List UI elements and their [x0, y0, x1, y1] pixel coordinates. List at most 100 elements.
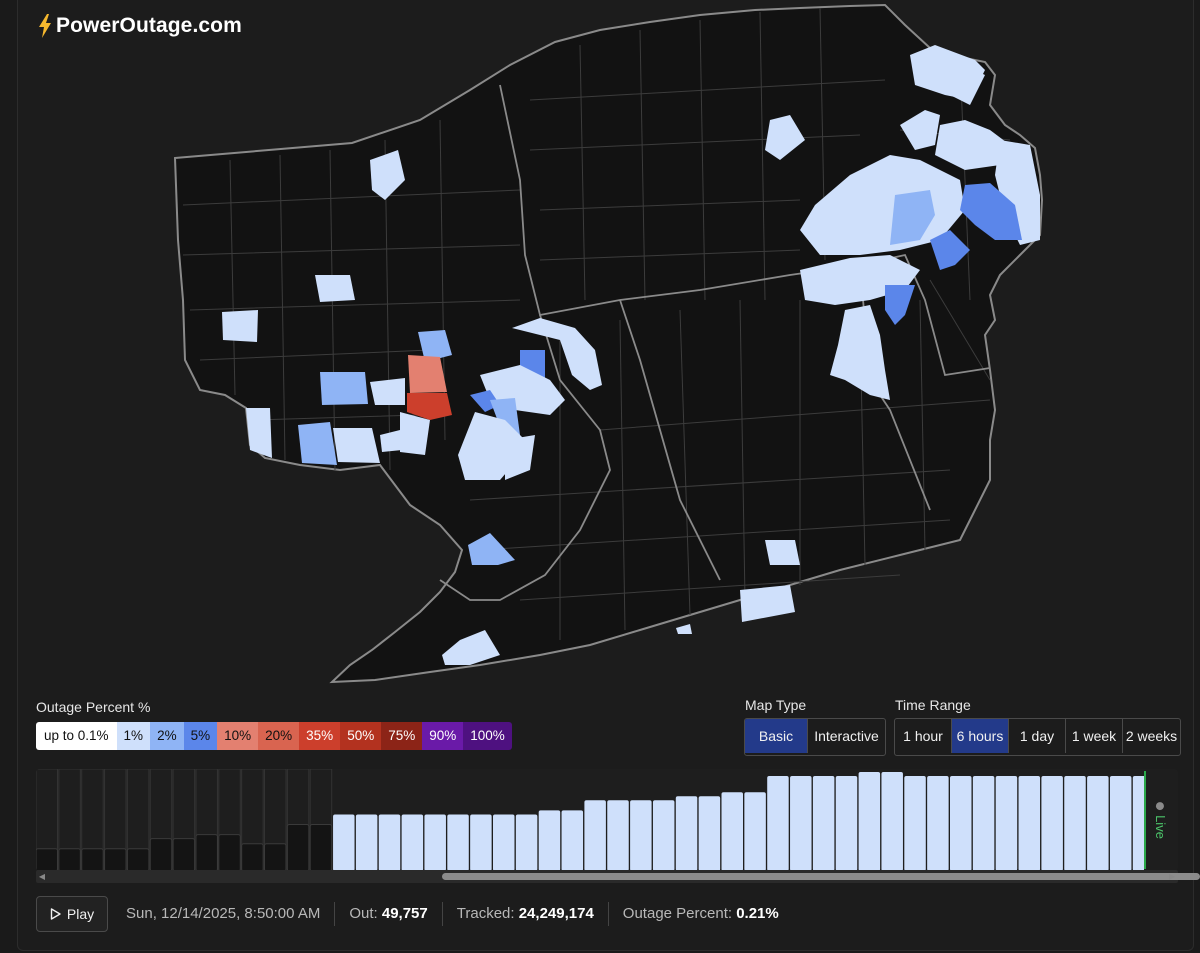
timeline-bar[interactable] [652, 800, 675, 871]
timeline-bar[interactable] [126, 848, 150, 871]
scroll-right-icon[interactable]: ▶ [1168, 872, 1176, 881]
status-out-value: 49,757 [381, 905, 428, 922]
timeline-bar[interactable] [264, 843, 287, 871]
time-range-option[interactable]: 1 day [1009, 719, 1066, 753]
timeline-bar[interactable] [172, 838, 196, 871]
timeline-bar[interactable] [378, 814, 401, 871]
status-out: Out: 49,757 [334, 902, 441, 926]
timeline-bar[interactable] [58, 848, 81, 871]
legend-swatch: 5% [183, 722, 218, 750]
timeline-bar[interactable] [812, 776, 835, 871]
timeline-bar[interactable] [286, 824, 310, 871]
brand-logo[interactable]: PowerOutage.com [38, 12, 242, 40]
play-icon [50, 908, 61, 920]
timeline-chart[interactable] [36, 769, 1178, 871]
timeline-bar[interactable] [241, 843, 264, 871]
county-outage [930, 230, 970, 270]
timeline-bar[interactable] [904, 776, 926, 871]
timeline-bar[interactable] [561, 810, 584, 871]
timeline-bar[interactable] [470, 814, 492, 871]
timeline-slot[interactable] [81, 769, 104, 871]
scrollbar-thumb[interactable] [442, 873, 1200, 880]
county-outage [400, 412, 430, 455]
live-indicator[interactable]: Live [1144, 771, 1174, 869]
timeline-slot[interactable] [36, 769, 58, 871]
county-outage [222, 310, 258, 342]
timeline-bar[interactable] [424, 814, 446, 871]
status-tracked: Tracked: 24,249,174 [441, 902, 608, 926]
timeline-bar[interactable] [721, 792, 744, 871]
scroll-left-icon[interactable]: ◀ [38, 872, 46, 881]
timeline-bar[interactable] [972, 776, 995, 871]
timeline-bar[interactable] [950, 776, 972, 871]
time-range-toggle[interactable]: 1 hour 6 hours 1 day 1 week 2 weeks [894, 718, 1181, 756]
timeline-bar[interactable] [630, 800, 652, 871]
timeline-bar[interactable] [790, 776, 812, 871]
timeline-bar[interactable] [675, 796, 698, 871]
timeline-bar[interactable] [333, 814, 355, 871]
time-range-option[interactable]: 2 weeks [1125, 728, 1178, 744]
legend-swatch: 10% [217, 722, 259, 750]
timeline-bar[interactable] [1109, 776, 1132, 871]
timeline-bar[interactable] [447, 814, 469, 871]
timeline-bar[interactable] [309, 824, 333, 871]
county-outage [370, 150, 405, 200]
live-label: Live [1152, 814, 1168, 839]
timeline-bar[interactable] [858, 772, 881, 871]
county-outage [505, 435, 535, 480]
timeline-bar[interactable] [698, 796, 721, 871]
timeline-bar[interactable] [767, 776, 789, 871]
timeline-bar[interactable] [149, 838, 173, 871]
timeline-bar[interactable] [218, 834, 241, 871]
timeline-bar[interactable] [36, 848, 58, 871]
county-outage [512, 318, 602, 390]
timeline-bar[interactable] [195, 834, 218, 871]
timeline-bar[interactable] [744, 792, 766, 871]
timeline-bar[interactable] [1018, 776, 1041, 871]
timeline-bar[interactable] [538, 810, 561, 871]
timeline-bar[interactable] [1064, 776, 1086, 871]
timeline-bar[interactable] [1041, 776, 1063, 871]
map-type-toggle[interactable]: Basic Interactive [744, 718, 886, 756]
map-type-title: Map Type [745, 697, 807, 713]
timeline-slot[interactable] [58, 769, 81, 871]
timeline-bar[interactable] [881, 772, 903, 871]
status-percent-value: 0.21% [736, 905, 779, 922]
timeline-bar[interactable] [995, 776, 1018, 871]
timeline-slot[interactable] [104, 769, 127, 871]
live-dot-icon [1156, 801, 1165, 810]
timeline-bar[interactable] [835, 776, 858, 871]
timeline-bar[interactable] [584, 800, 606, 871]
outage-map[interactable] [0, 0, 1200, 700]
timeline-bar[interactable] [401, 814, 424, 871]
county-outage [890, 190, 935, 245]
timeline-bar[interactable] [927, 776, 949, 871]
map-type-option[interactable]: Basic [745, 719, 808, 753]
county-outage [442, 630, 500, 665]
timeline-bar[interactable] [104, 848, 127, 871]
time-range-option[interactable]: 1 hour [895, 719, 952, 753]
lightning-bolt-icon [39, 14, 51, 38]
county-outage [830, 305, 890, 400]
timeline-bar[interactable] [1132, 776, 1144, 871]
map-type-option[interactable]: Interactive [814, 728, 879, 744]
legend-swatch: 75% [381, 722, 423, 750]
timeline-bar[interactable] [355, 814, 378, 871]
play-label: Play [66, 906, 95, 922]
time-range-option[interactable]: 1 week [1066, 719, 1123, 753]
timeline-slot[interactable] [126, 769, 150, 871]
county-outage [407, 393, 452, 420]
county-outage [468, 533, 515, 565]
time-range-option[interactable]: 6 hours [952, 719, 1009, 753]
timeline-scrollbar[interactable]: ◀ ▶ [36, 870, 1200, 883]
timeline-bar[interactable] [515, 814, 538, 871]
status-out-label: Out: [349, 905, 378, 922]
timeline-bar[interactable] [607, 800, 629, 871]
legend-swatch: 1% [116, 722, 151, 750]
timeline-bar[interactable] [493, 814, 515, 871]
timeline-bar[interactable] [1087, 776, 1109, 871]
county-outage [380, 430, 402, 452]
legend-swatch: 100% [463, 722, 512, 750]
play-button[interactable]: Play [36, 896, 108, 932]
timeline-bar[interactable] [81, 848, 104, 871]
